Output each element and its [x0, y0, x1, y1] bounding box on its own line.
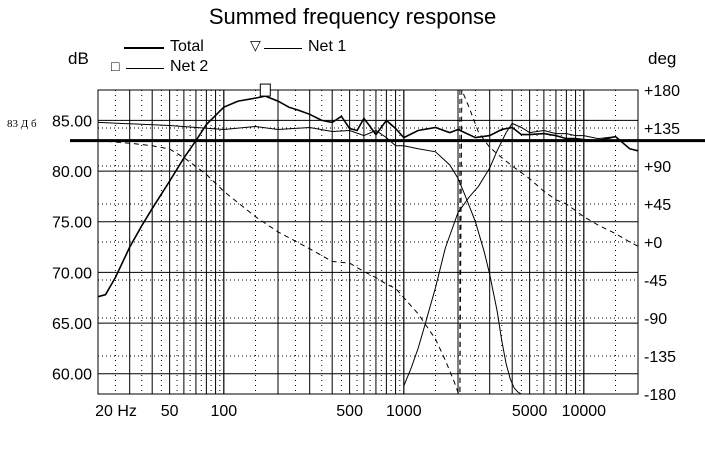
y-right-tick-label: +90	[644, 159, 671, 176]
series-total-phase	[97, 89, 639, 396]
x-tick-label: 1000	[386, 403, 422, 420]
legend-marker-net-1: ▽	[250, 37, 261, 53]
y-left-tick-label: 80.00	[52, 164, 92, 181]
left-axis-unit: dB	[68, 49, 89, 68]
y-right-tick-label: -180	[644, 387, 676, 404]
reference-level-label: 83 Д б	[7, 118, 37, 130]
series-net-1	[403, 122, 616, 387]
y-right-tick-label: +180	[644, 83, 680, 100]
legend-marker-net-2: □	[111, 58, 120, 74]
y-left-tick-label: 85.00	[52, 113, 92, 130]
y-left-tick-label: 60.00	[52, 367, 92, 384]
legend-line-net-1	[264, 48, 302, 49]
y-right-tick-label: -90	[644, 311, 667, 328]
legend-label-net-2: Net 2	[170, 58, 209, 75]
x-tick-label: 5000	[512, 403, 548, 420]
x-tick-label: 100	[210, 403, 237, 420]
legend-line-total	[124, 47, 164, 49]
series-net-2	[97, 121, 522, 395]
y-left-tick-label: 65.00	[52, 316, 92, 333]
y-right-tick-label: +135	[644, 121, 680, 138]
series-total	[97, 95, 639, 298]
y-left-tick-label: 70.00	[52, 265, 92, 282]
y-left-tick-label: 75.00	[52, 215, 92, 232]
y-right-tick-label: +0	[644, 235, 662, 252]
y-right-tick-label: -135	[644, 349, 676, 366]
legend-line-net-2	[126, 68, 164, 69]
x-tick-label: 20 Hz	[95, 403, 137, 420]
legend-label-total: Total	[170, 38, 204, 55]
series-marker-net-2	[259, 83, 271, 97]
y-right-tick-label: -45	[644, 273, 667, 290]
x-tick-label: 500	[336, 403, 363, 420]
y-right-tick-label: +45	[644, 197, 671, 214]
chart-title: Summed frequency response	[208, 4, 497, 29]
x-tick-label: 50	[161, 403, 179, 420]
right-axis-unit: deg	[648, 49, 677, 68]
x-tick-label: 10000	[562, 403, 607, 420]
legend-label-net-1: Net 1	[308, 38, 347, 55]
